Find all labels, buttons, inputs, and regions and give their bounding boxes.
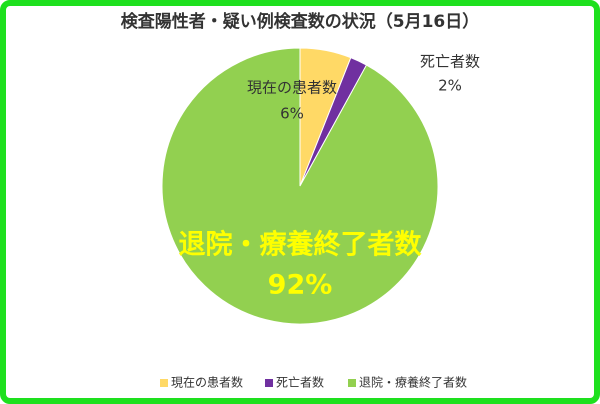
legend-label: 死亡者数 [276, 375, 324, 390]
data-label-value: 2% [438, 77, 462, 95]
data-label-name: 現在の患者数 [247, 79, 337, 97]
legend-swatch [348, 379, 356, 387]
legend-swatch [265, 379, 273, 387]
chart-title: 検査陽性者・疑い例検査数の状況（5月16日） [121, 11, 480, 32]
pie-slice [161, 47, 439, 325]
legend-swatch [160, 379, 168, 387]
data-label-value: 6% [280, 105, 304, 123]
data-label-name: 退院・療養終了者数 [179, 229, 423, 261]
data-label-value: 92% [268, 270, 333, 301]
legend-label: 退院・療養終了者数 [359, 375, 467, 390]
data-label-name: 死亡者数 [420, 53, 480, 71]
legend-label: 現在の患者数 [171, 375, 243, 390]
